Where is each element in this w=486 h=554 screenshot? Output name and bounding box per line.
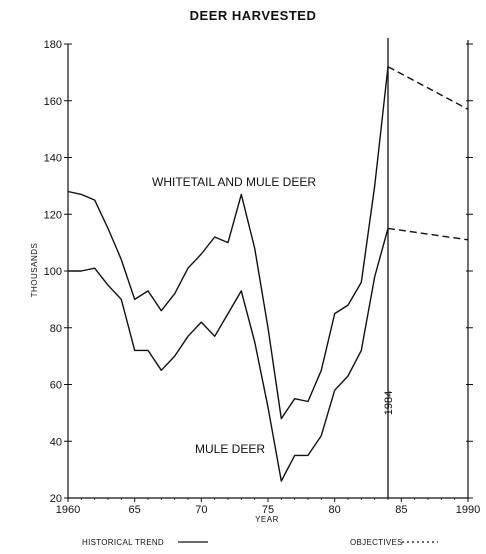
series-label: MULE DEER — [195, 442, 265, 456]
series-line-1 — [68, 228, 389, 482]
y-axis-label: THOUSANDS — [30, 243, 39, 298]
x-axis-ticks: 1960 65 70 75 80 85 1990 — [56, 498, 480, 516]
y-tick-label: 80 — [50, 323, 62, 335]
series-label: WHITETAIL AND MULE DEER — [152, 175, 316, 189]
y-tick-label: 120 — [44, 209, 62, 221]
y-tick-label: 180 — [44, 39, 62, 51]
y-tick-label: 20 — [50, 493, 62, 505]
y-tick-label: 100 — [44, 266, 62, 278]
y-tick-label: 40 — [50, 436, 62, 448]
marker-label: 1984 — [383, 391, 395, 415]
x-tick-label: 65 — [129, 504, 141, 516]
x-tick-label: 80 — [329, 504, 341, 516]
y-tick-label: 60 — [50, 380, 62, 392]
axes — [67, 40, 469, 499]
y-tick-label: 160 — [44, 96, 62, 108]
chart-title: DEER HARVESTED — [190, 8, 317, 23]
x-tick-label: 85 — [395, 504, 407, 516]
legend-label-historical: HISTORICAL TREND — [82, 538, 164, 547]
series-lines — [67, 66, 469, 482]
legend-label-objectives: OBJECTIVES — [350, 538, 403, 547]
legend: HISTORICAL TREND OBJECTIVES — [82, 538, 438, 547]
x-tick-label: 70 — [195, 504, 207, 516]
series-line-3 — [387, 227, 469, 241]
x-axis-label: YEAR — [255, 515, 279, 524]
x-tick-label: 1960 — [56, 504, 80, 516]
series-labels: WHITETAIL AND MULE DEER MULE DEER — [152, 175, 316, 456]
y-tick-label: 140 — [44, 153, 62, 165]
marker-1984: 1984 — [383, 38, 395, 498]
series-line-0 — [67, 66, 389, 420]
x-tick-label: 75 — [262, 504, 274, 516]
y-axis-ticks: 20 40 60 80 100 120 140 160 180 — [44, 39, 473, 505]
x-tick-label: 1990 — [456, 504, 480, 516]
series-line-2 — [387, 66, 469, 110]
